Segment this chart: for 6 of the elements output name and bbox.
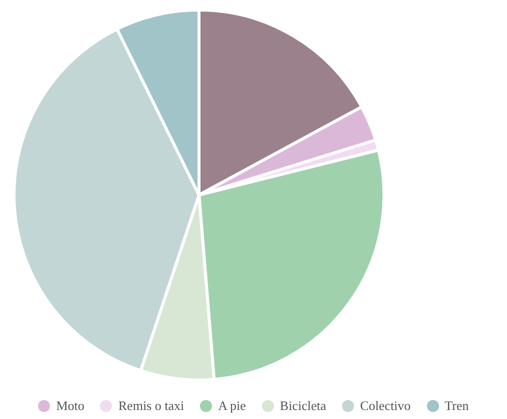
legend-label: A pie [218, 398, 246, 414]
legend-label: Bicicleta [280, 398, 326, 414]
legend-label: Remis o taxi [118, 398, 184, 414]
legend-label: Moto [56, 398, 84, 414]
legend-label: Tren [444, 398, 469, 414]
legend-label: Colectivo [360, 398, 411, 414]
